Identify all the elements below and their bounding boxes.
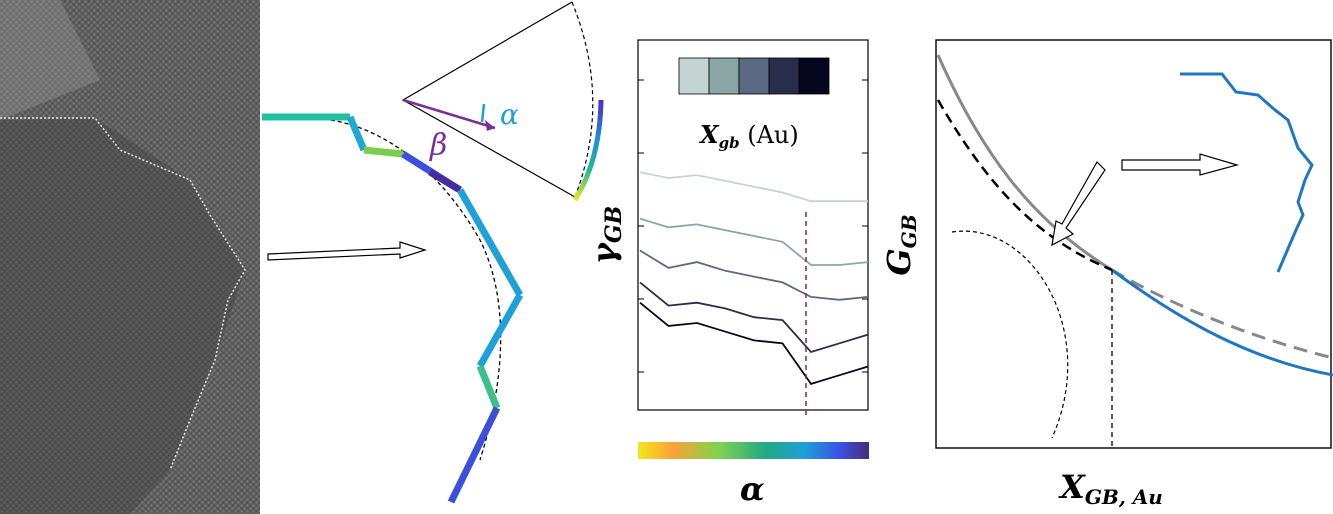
right-chart-ylabel: GGB [880,214,921,275]
hollow-arrow-diagonal [1051,161,1106,247]
grain-boundary-trace [0,117,246,471]
right-chart-frame [935,39,1332,449]
middle-chart-ticks [638,79,868,373]
small-dashed-arc [951,230,1069,439]
composition-colorbar [678,57,830,95]
series-line-2 [639,217,869,266]
middle-chart-ylabel: γGB [585,206,627,265]
colorbar-swatch [798,57,830,95]
gray-solid-curve [936,54,1113,272]
middle-chart-series [639,171,869,385]
right-chart: GGB XGB, Au [880,39,1333,509]
middle-chart-xlabel: α [740,470,765,508]
alpha-colorbar [638,442,869,459]
blue-boundary-inset [1180,72,1314,273]
beta-arrow [402,98,496,130]
colorbar-swatch [738,57,770,95]
colorbar-swatch [708,57,740,95]
colored-boundary-path [262,113,524,504]
blue-curve [1111,268,1333,377]
colorbar-swatch [768,57,800,95]
alpha-symbol: α [500,98,519,131]
micrograph-panel [0,0,260,514]
series-line-5 [639,302,869,385]
orientation-wedge: α β [401,1,604,202]
middle-chart-frame [637,39,869,411]
black-dashed-curve [936,99,1113,272]
series-line-3 [639,249,869,301]
colorbar-swatch [678,57,710,95]
series-line-1 [639,171,868,203]
hollow-arrow-1 [267,241,427,261]
series-line-4 [639,281,869,354]
colorbar-label: Xgb (Au) [698,120,799,152]
alpha-tick [480,103,486,123]
beta-symbol: β [429,128,447,163]
gray-dashed-curve [1111,268,1333,360]
wedge-color-arc [572,99,604,202]
right-chart-xlabel: XGB, Au [1058,468,1163,509]
hollow-arrow-right [1121,153,1240,176]
middle-chart: Xgb (Au) α γGB [585,39,869,508]
